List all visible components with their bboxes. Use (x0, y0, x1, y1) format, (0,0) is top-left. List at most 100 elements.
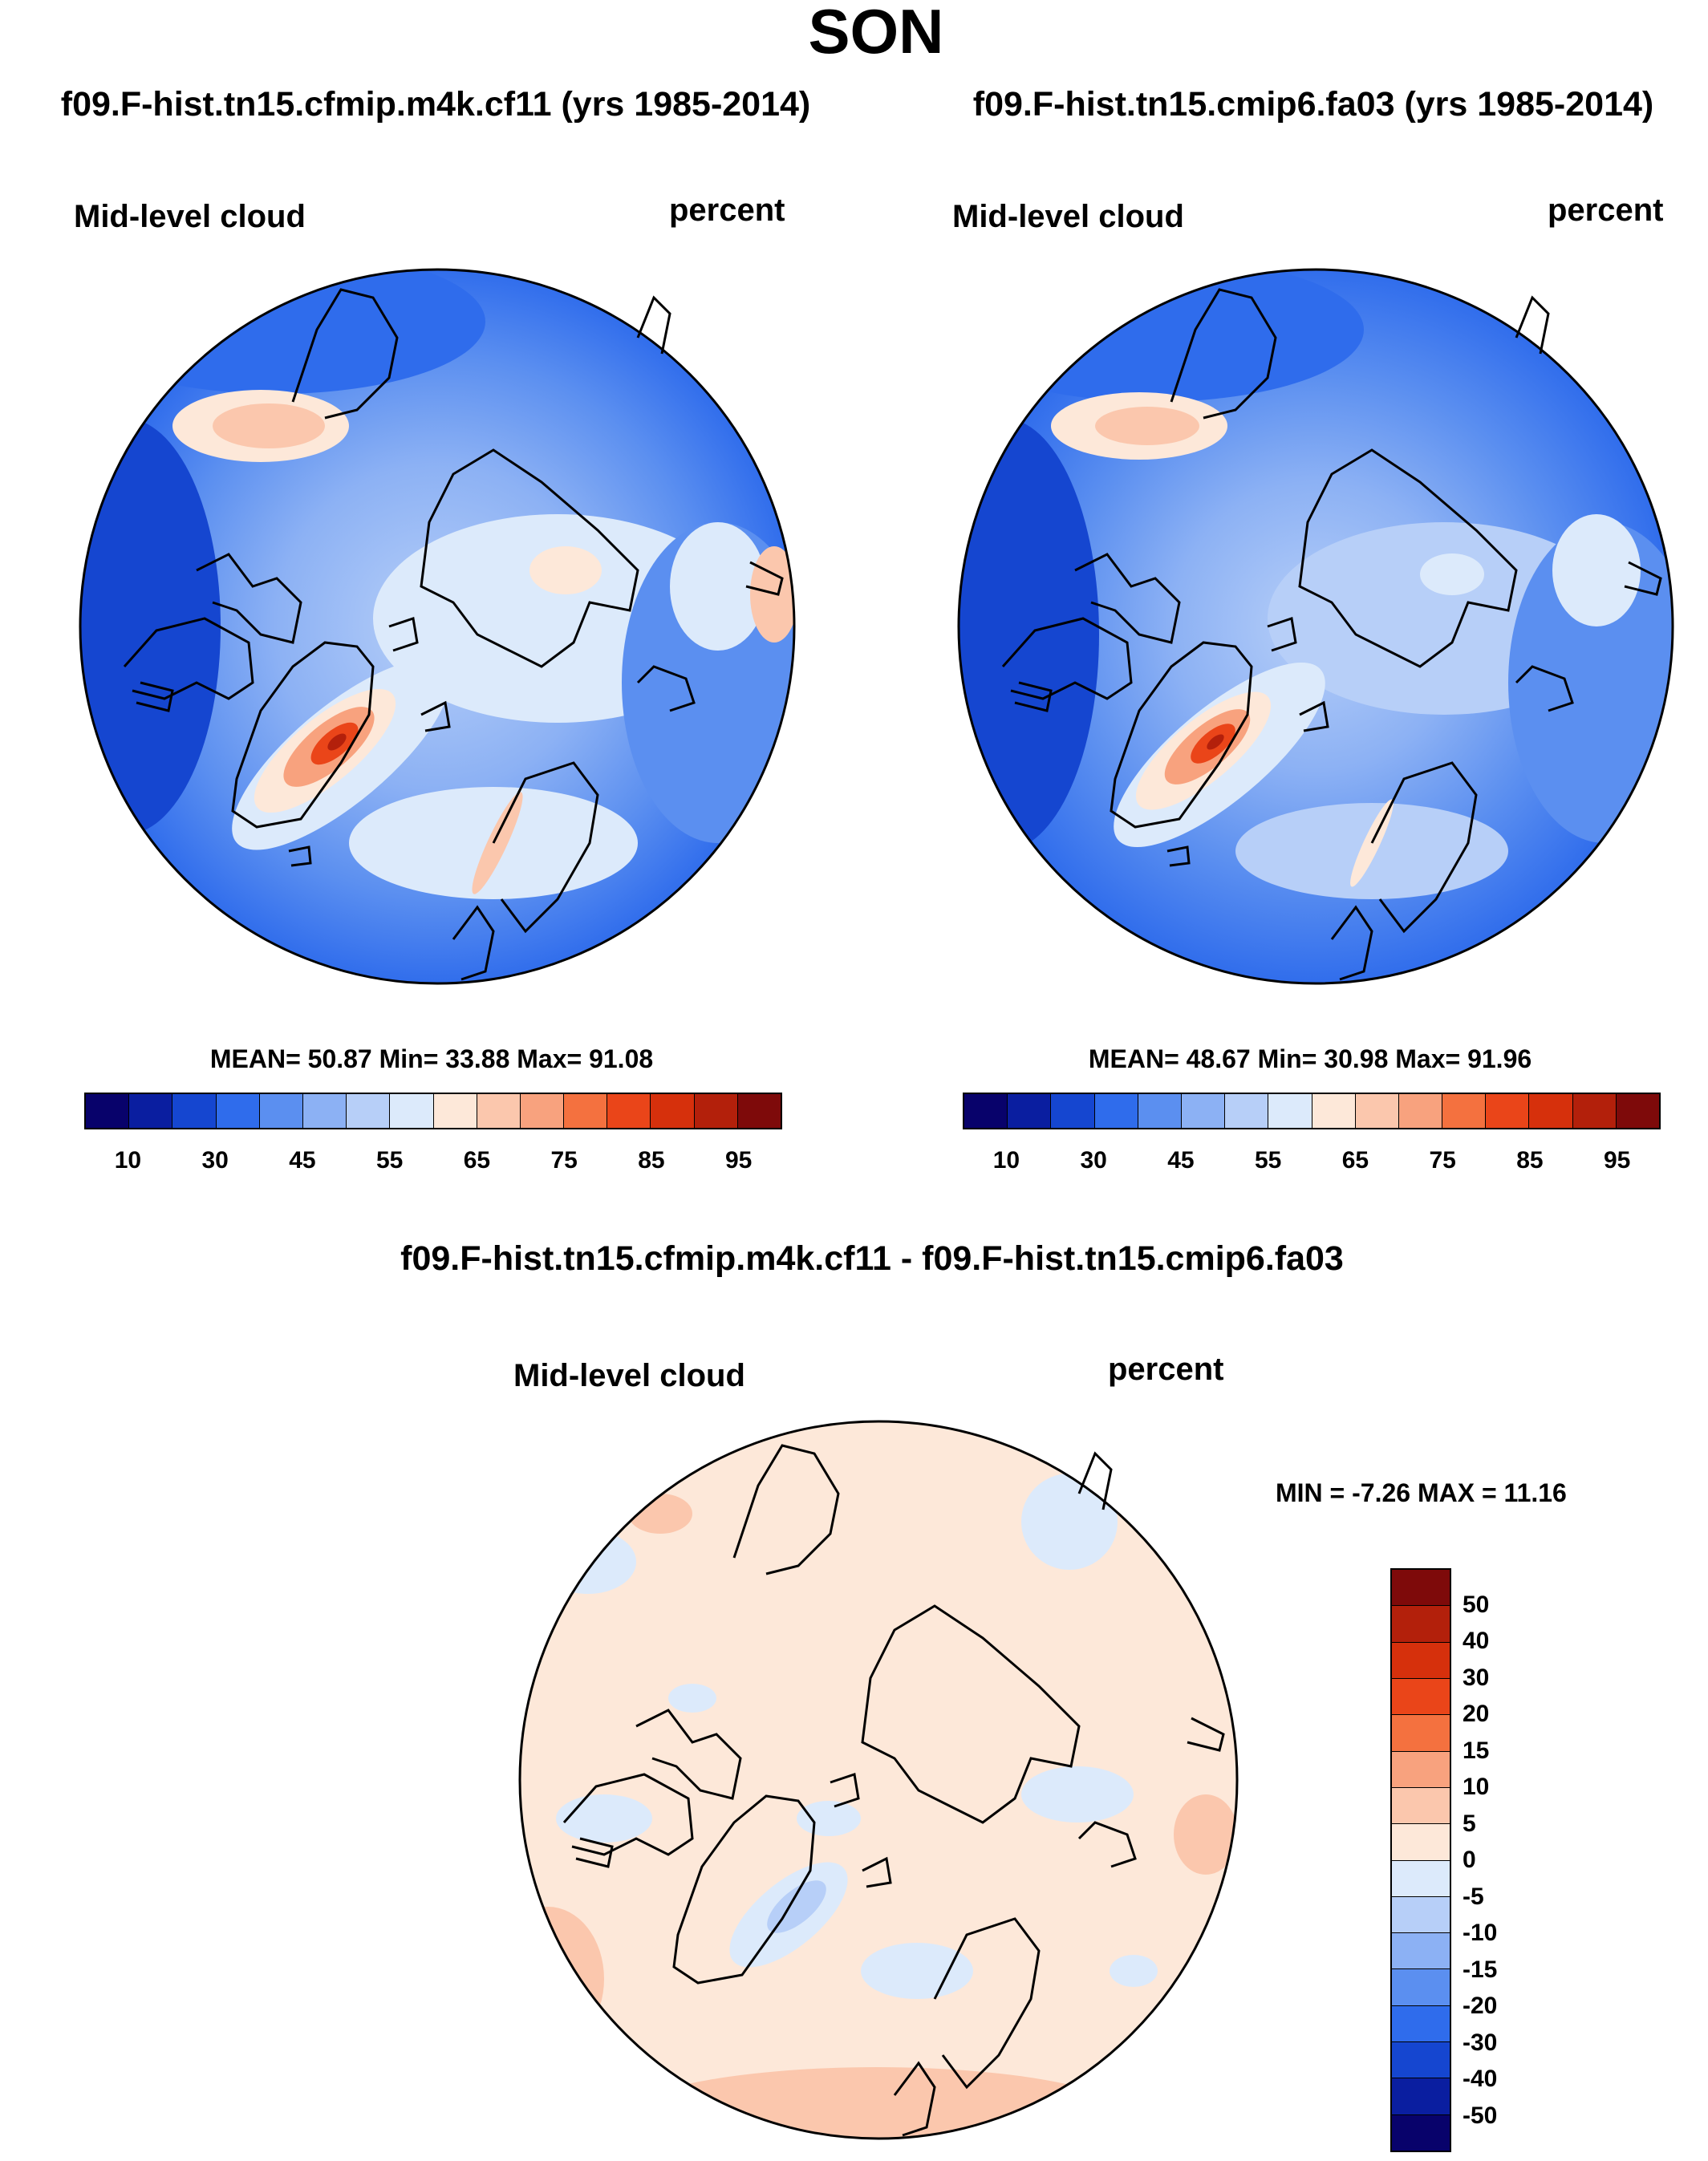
colorbar-tick-label: 45 (1167, 1147, 1195, 1174)
diff-polar-map (518, 1420, 1239, 2140)
colorbar-tick-label: 75 (550, 1147, 578, 1174)
diff-negative-region (797, 1801, 861, 1836)
colorbar-swatch (1616, 1094, 1659, 1128)
colorbar-swatch (1392, 1896, 1450, 1934)
diff-units-label: percent (1108, 1352, 1224, 1387)
colorbar-tick-label: 85 (1516, 1147, 1544, 1174)
colorbar-swatch (1392, 1642, 1450, 1679)
colorbar-tick-label: 45 (289, 1147, 316, 1174)
colorbar-tick-label: 10 (114, 1147, 142, 1174)
panel1-map-border (79, 268, 796, 985)
colorbar-swatch (1392, 1787, 1450, 1825)
colorbar-swatch (964, 1094, 1008, 1128)
colorbar-tick-label: -15 (1463, 1956, 1498, 1983)
colorbar-swatch (1392, 1606, 1450, 1643)
colorbar-swatch (520, 1094, 565, 1128)
panel2-case-title: f09.F-hist.tn15.cmip6.fa03 (yrs 1985-201… (972, 85, 1654, 124)
panel2-cloud-region (1552, 514, 1641, 626)
colorbar-swatch (1392, 1570, 1450, 1607)
colorbar-swatch (607, 1094, 651, 1128)
colorbar-swatch (1392, 1933, 1450, 1970)
colorbar-swatch (347, 1094, 391, 1128)
diff-stats: MIN = -7.26 MAX = 11.16 (1276, 1478, 1567, 1507)
diff-coastlines (562, 1444, 1225, 2137)
colorbar-swatch (737, 1094, 781, 1128)
colorbar-swatch (1268, 1094, 1312, 1128)
colorbar-tick-label: 20 (1463, 1701, 1490, 1727)
colorbar-tick-label: -10 (1463, 1920, 1498, 1946)
colorbar-swatch (1225, 1094, 1269, 1128)
colorbar-tick-label: -20 (1463, 1993, 1498, 2019)
colorbar-tick-label: 30 (1463, 1664, 1490, 1691)
panel1-high-cloud-region (529, 546, 602, 594)
panel1-case-title: f09.F-hist.tn15.cfmip.m4k.cf11 (yrs 1985… (60, 85, 811, 124)
diff-negative-region (540, 1530, 636, 1594)
colorbar-swatch (1392, 2114, 1450, 2151)
colorbar-swatch (1398, 1094, 1443, 1128)
panel1-cloud-region (670, 522, 766, 651)
colorbar-swatch (1094, 1094, 1138, 1128)
panel2-map-border (957, 268, 1674, 985)
colorbar-tick-label: 95 (724, 1147, 753, 1174)
diff-negative-region (1021, 1766, 1134, 1822)
panel2-high-cloud-region (1095, 407, 1199, 445)
colorbar-tick-label: -5 (1463, 1883, 1484, 1910)
colorbar-swatch (651, 1094, 695, 1128)
panel1-coastlines (123, 288, 784, 981)
diff-map-border (518, 1420, 1239, 2140)
colorbar-tick-label: 85 (638, 1147, 665, 1174)
colorbar-swatch (1486, 1094, 1530, 1128)
diff-negative-region (668, 1684, 716, 1713)
colorbar-tick-label: 40 (1463, 1628, 1490, 1654)
colorbar-tick-label: 10 (1463, 1774, 1490, 1800)
colorbar-swatch (1392, 1969, 1450, 2006)
colorbar-swatch (1138, 1094, 1182, 1128)
colorbar-swatch (1529, 1094, 1573, 1128)
colorbar-tick-label: 30 (201, 1147, 229, 1174)
panel2-polar-map (957, 268, 1674, 985)
colorbar-tick-label: 65 (463, 1147, 491, 1174)
panel1-stats: MEAN= 50.87 Min= 33.88 Max= 91.08 (209, 1044, 654, 1073)
diff-negative-region (556, 1794, 652, 1843)
colorbar-swatch (1392, 1715, 1450, 1752)
colorbar-tick-label: 30 (1080, 1147, 1107, 1174)
panel1-variable-label: Mid-level cloud (74, 199, 306, 234)
colorbar-tick-label: 15 (1463, 1737, 1490, 1764)
colorbar-tick-label: 0 (1463, 1847, 1476, 1873)
colorbar-tick-label: 10 (992, 1147, 1020, 1174)
colorbar-tick-label: -50 (1463, 2102, 1498, 2129)
panel2-variable-label: Mid-level cloud (952, 199, 1184, 234)
colorbar-tick-label: -30 (1463, 2029, 1498, 2056)
colorbar-swatch (564, 1094, 608, 1128)
colorbar-tick-label: 5 (1463, 1810, 1476, 1837)
panel1-units-label: percent (669, 193, 785, 228)
panel2-greenland-cloud (1207, 734, 1224, 750)
colorbar-swatch (259, 1094, 303, 1128)
diff-positive-region (612, 2067, 1142, 2139)
panel1-greenland-cloud (327, 733, 347, 751)
colorbar-swatch (1355, 1094, 1399, 1128)
colorbar-swatch (302, 1094, 347, 1128)
colorbar-tick-label: 55 (375, 1147, 404, 1174)
colorbar-swatch (1312, 1094, 1356, 1128)
colorbar-swatch (1392, 1751, 1450, 1788)
diff-variable-label: Mid-level cloud (513, 1358, 745, 1393)
colorbar-tick-label: 95 (1603, 1147, 1631, 1174)
panel1-high-cloud-region (213, 403, 325, 448)
colorbar-swatch (1392, 1678, 1450, 1716)
colorbar-swatch (1442, 1094, 1487, 1128)
colorbar-tick-label: 75 (1429, 1147, 1456, 1174)
colorbar-tick-label: 55 (1254, 1147, 1282, 1174)
colorbar-swatch (172, 1094, 217, 1128)
panel2-stats: MEAN= 48.67 Min= 30.98 Max= 91.96 (1088, 1044, 1532, 1073)
figure-title: SON (808, 0, 944, 67)
colorbar-tick-label: -40 (1463, 2066, 1498, 2092)
colorbar-swatch (129, 1094, 173, 1128)
colorbar-swatch (86, 1094, 130, 1128)
colorbar-swatch (1392, 2005, 1450, 2043)
colorbar-swatch (216, 1094, 260, 1128)
diff-negative-region (861, 1943, 973, 1999)
colorbar-swatch (1392, 1824, 1450, 1861)
colorbar-swatch (1008, 1094, 1052, 1128)
colorbar-swatch (1392, 1860, 1450, 1897)
